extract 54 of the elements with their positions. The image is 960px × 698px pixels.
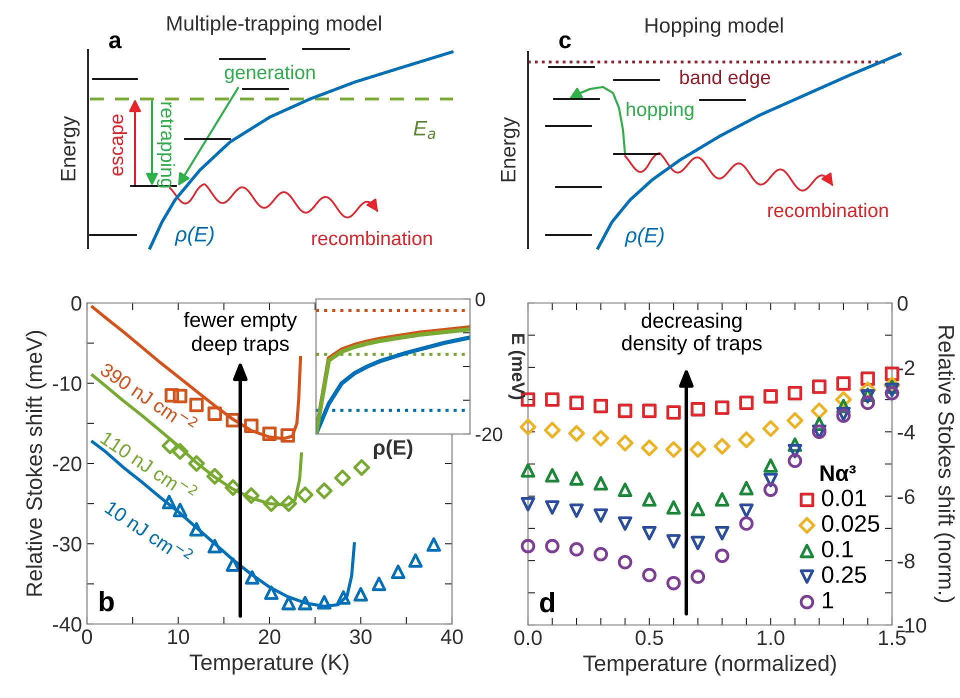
x-tick-label: 1.5 bbox=[879, 630, 906, 646]
x-axis-title: ρ(E) bbox=[374, 440, 412, 459]
text: Hopping model bbox=[646, 17, 783, 37]
legend-label: 0.25 bbox=[822, 566, 866, 583]
annotation: decreasing density of traps bbox=[622, 312, 762, 355]
annotation: b bbox=[100, 591, 114, 612]
text: band edge bbox=[680, 70, 770, 88]
y-tick-label: 0 bbox=[71, 296, 82, 311]
y-tick-label: -6 bbox=[898, 489, 914, 504]
text: Multiple-trapping model bbox=[167, 15, 381, 35]
text: a bbox=[109, 35, 122, 48]
x-tick-label: 1.0 bbox=[758, 630, 784, 646]
legend-label: 0.01 bbox=[822, 490, 866, 506]
legend-title: Nα³ bbox=[820, 465, 856, 482]
text: generation bbox=[224, 64, 315, 84]
y-tick-label: -2 bbox=[898, 360, 914, 375]
text: retrapping bbox=[156, 102, 176, 188]
x-tick-label: 30 bbox=[350, 629, 372, 644]
y-tick-label: -10 bbox=[52, 376, 82, 392]
y-axis-title: E (meV) bbox=[508, 334, 526, 400]
text: ρ(E) bbox=[174, 226, 214, 246]
y-tick-label: -10 bbox=[898, 618, 926, 633]
y-axis-title: Relative Stokes shift (meV) bbox=[26, 330, 46, 596]
x-axis-title: Temperature (K) bbox=[190, 654, 348, 675]
y-tick-label: -40 bbox=[52, 617, 82, 632]
y-tick-label: 0 bbox=[898, 296, 908, 311]
x-tick-label: 10 bbox=[168, 629, 190, 644]
y-axis-title: Relative Stokes shift (norm.) bbox=[934, 326, 955, 602]
text: 390 nJ cm$^{−2}$ bbox=[99, 362, 199, 428]
y-tick-label: -20 bbox=[476, 427, 502, 442]
text: Energy bbox=[501, 117, 520, 182]
legend-label: 0.1 bbox=[822, 540, 853, 558]
text: recombination bbox=[312, 230, 432, 246]
x-tick-label: 40 bbox=[440, 629, 463, 644]
text: ρ(E) bbox=[624, 227, 664, 247]
legend-label: 1 bbox=[822, 592, 834, 608]
x-tick-label: 20 bbox=[258, 629, 280, 644]
y-tick-label: -8 bbox=[898, 554, 914, 568]
y-tick-label: -30 bbox=[52, 536, 82, 552]
x-tick-label: 0.0 bbox=[514, 630, 542, 646]
text: recombination bbox=[768, 202, 888, 218]
annotation: d bbox=[540, 592, 554, 612]
annotation: fewer empty deep traps bbox=[184, 312, 297, 356]
legend-label: 0.025 bbox=[822, 515, 880, 532]
y-tick-label: -20 bbox=[52, 456, 82, 472]
x-axis-title: Temperature (normalized) bbox=[583, 654, 836, 676]
x-tick-label: 0 bbox=[82, 629, 92, 644]
text: E$_{a}$ bbox=[414, 121, 436, 139]
y-tick-label: -4 bbox=[898, 425, 915, 440]
text: hopping bbox=[626, 102, 694, 120]
text: escape bbox=[112, 114, 128, 176]
text: c bbox=[559, 35, 571, 48]
text: Energy bbox=[61, 116, 80, 180]
x-tick-label: 0.5 bbox=[636, 630, 663, 646]
